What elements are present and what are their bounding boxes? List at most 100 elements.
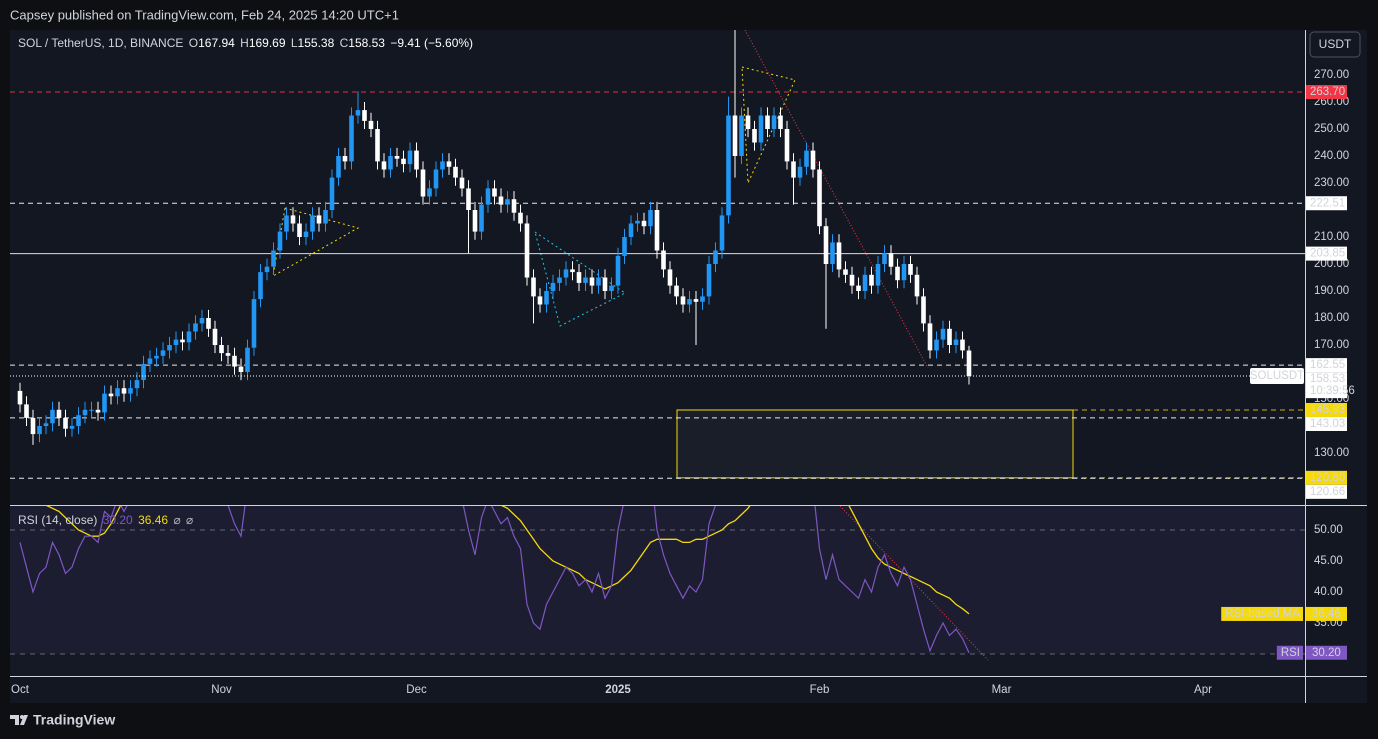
candle-body bbox=[180, 339, 185, 343]
y-tick-label: 240.00 bbox=[1314, 150, 1349, 162]
candle-body bbox=[186, 331, 192, 343]
candle-body bbox=[303, 231, 309, 238]
candle-body bbox=[518, 212, 523, 224]
candle-body bbox=[784, 129, 790, 162]
candle-body bbox=[895, 266, 900, 281]
candle-body bbox=[849, 274, 855, 286]
candle-body bbox=[960, 339, 965, 351]
price-tag: 10:39:56 bbox=[1310, 385, 1355, 397]
triangle-drawing bbox=[534, 230, 626, 327]
price-tag: 143.03 bbox=[1310, 418, 1345, 430]
candle-body bbox=[498, 196, 504, 205]
published-note: Capsey published on TradingView.com, Feb… bbox=[10, 7, 399, 22]
ohlc-value: 167.94 bbox=[198, 36, 235, 50]
candle-body bbox=[420, 169, 426, 197]
candle-body bbox=[37, 425, 42, 435]
candle-body bbox=[401, 158, 406, 165]
candle-body bbox=[531, 277, 536, 297]
brand-logo bbox=[10, 715, 28, 725]
candle-body bbox=[342, 156, 348, 162]
candle-body bbox=[89, 409, 94, 411]
candle-body bbox=[375, 129, 380, 162]
y-tick-label: 230.00 bbox=[1314, 177, 1349, 189]
candle-body bbox=[414, 150, 419, 170]
price-tag-bg bbox=[1306, 484, 1347, 499]
candle-body bbox=[628, 223, 634, 238]
candle-body bbox=[199, 318, 205, 324]
candle-body bbox=[596, 277, 601, 286]
candle-body bbox=[589, 277, 595, 286]
candle-body bbox=[524, 223, 530, 278]
candle-body bbox=[875, 264, 881, 286]
candle-body bbox=[128, 388, 133, 394]
price-tag-bg bbox=[1306, 358, 1347, 373]
candle-body bbox=[940, 328, 946, 340]
price-tag: 203.85 bbox=[1310, 248, 1345, 260]
candle-body bbox=[700, 296, 705, 302]
candle-body bbox=[50, 409, 55, 424]
candle-body bbox=[459, 177, 465, 189]
rsi-pane bbox=[10, 506, 1305, 676]
price-tag: 158.53 bbox=[1310, 373, 1345, 385]
candle-body bbox=[232, 355, 237, 367]
candle-body bbox=[336, 156, 341, 178]
zone-box bbox=[676, 409, 1074, 479]
trend-line bbox=[744, 30, 929, 369]
candle-body bbox=[648, 210, 653, 227]
legend-header: SOL / TetherUS, 1D, BINANCE O167.94 H169… bbox=[18, 36, 473, 50]
price-tag: 263.70 bbox=[1310, 86, 1345, 98]
candle-body bbox=[966, 350, 972, 376]
x-tick-label: Feb bbox=[810, 684, 830, 696]
icon: ⌀ bbox=[186, 513, 193, 527]
ohlc-key: O bbox=[189, 36, 198, 50]
candle-body bbox=[810, 150, 816, 170]
candle-body bbox=[492, 188, 497, 197]
candle-body bbox=[583, 277, 588, 283]
candle-body bbox=[225, 353, 231, 356]
rsi-line bbox=[19, 506, 970, 653]
candle-body bbox=[316, 215, 322, 224]
symbol-tag-bg bbox=[1250, 367, 1304, 384]
rsi-title: RSI (14, close) bbox=[18, 513, 97, 527]
candle-body bbox=[258, 272, 263, 300]
candle-body bbox=[271, 250, 276, 267]
price-tag-bg bbox=[1306, 372, 1347, 399]
candle-body bbox=[56, 409, 62, 418]
y-tick-label: 250.00 bbox=[1314, 123, 1349, 135]
candle-body bbox=[544, 291, 549, 305]
logo-icon bbox=[20, 715, 24, 719]
candle-body bbox=[368, 120, 374, 130]
candle-body bbox=[154, 355, 159, 359]
x-tick-label: Oct bbox=[11, 684, 30, 696]
candle-body bbox=[882, 253, 887, 265]
ohlc-key: C bbox=[340, 36, 349, 50]
candle-body bbox=[238, 366, 244, 373]
rsi-value: 30.20 bbox=[103, 513, 133, 527]
candle-body bbox=[557, 277, 562, 283]
candle-body bbox=[654, 210, 660, 251]
candle-body bbox=[466, 188, 471, 211]
candle-body bbox=[615, 255, 621, 286]
ohlc-value: 155.38 bbox=[298, 36, 335, 50]
candle-body bbox=[797, 166, 803, 178]
price-tag-bg bbox=[1306, 470, 1347, 485]
candle-body bbox=[836, 242, 842, 270]
candle-body bbox=[901, 264, 907, 281]
candle-body bbox=[329, 177, 335, 211]
candle-body bbox=[63, 417, 68, 429]
x-tick-label: Nov bbox=[211, 684, 232, 696]
candle-body bbox=[622, 237, 627, 256]
candle-body bbox=[212, 328, 218, 346]
candle-body bbox=[95, 409, 101, 413]
rsi-ma-value: 36.46 bbox=[138, 513, 168, 527]
candle-body bbox=[641, 220, 647, 227]
candle-body bbox=[82, 409, 88, 416]
candle-body bbox=[804, 150, 809, 167]
ohlc-value: 169.69 bbox=[249, 36, 286, 50]
currency-label[interactable]: USDT bbox=[1319, 37, 1352, 51]
candle-body bbox=[511, 199, 517, 213]
rsi-value-bg bbox=[1306, 606, 1347, 621]
candle-body bbox=[297, 223, 302, 238]
currency-button[interactable] bbox=[1309, 31, 1361, 58]
